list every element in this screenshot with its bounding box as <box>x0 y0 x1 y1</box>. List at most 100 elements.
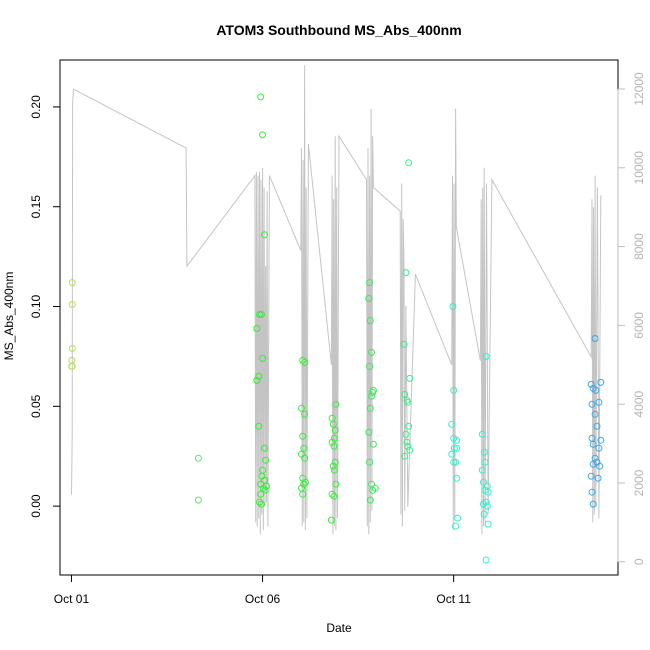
data-point <box>366 404 374 412</box>
data-point <box>366 496 374 504</box>
data-point <box>253 325 261 332</box>
data-point <box>592 386 600 394</box>
x-tick-label: Oct 01 <box>54 592 90 606</box>
data-point <box>365 295 373 302</box>
data-point <box>259 354 267 362</box>
data-point <box>261 444 268 452</box>
data-point <box>366 317 374 324</box>
data-point <box>595 444 603 452</box>
data-point <box>255 372 263 380</box>
data-point <box>259 484 267 492</box>
data-point <box>452 458 460 466</box>
data-point <box>331 426 339 434</box>
data-point <box>194 496 202 504</box>
data-point <box>591 410 599 418</box>
data-point <box>301 454 309 462</box>
data-point <box>68 279 76 287</box>
data-point <box>450 444 458 452</box>
secondary-y-tick-label: 6000 <box>632 312 646 339</box>
chart-title: ATOM3 Southbound MS_Abs_400nm <box>216 22 461 38</box>
data-point <box>368 392 375 400</box>
secondary-y-tick-label: 12000 <box>632 72 646 106</box>
data-point <box>596 462 604 470</box>
data-point <box>299 356 307 364</box>
data-point <box>328 490 336 498</box>
data-point <box>329 462 337 470</box>
data-point <box>588 488 596 496</box>
data-point <box>405 422 413 430</box>
data-point <box>454 514 461 522</box>
secondary-y-tick-label: 0 <box>632 558 646 565</box>
data-point <box>405 159 413 167</box>
data-point <box>301 410 309 418</box>
data-point <box>366 362 374 370</box>
data-point <box>594 474 602 482</box>
data-point <box>403 438 411 446</box>
data-point <box>453 474 461 482</box>
secondary-y-tick-label: 10000 <box>632 151 646 185</box>
data-point <box>404 442 412 450</box>
data-point <box>404 398 412 406</box>
y-axis: 0.00 0.05 0.10 0.15 0.20 <box>29 95 61 518</box>
secondary-y-axis: 0 2000 4000 6000 8000 10000 12000 <box>617 72 646 565</box>
data-point <box>450 386 458 394</box>
data-point <box>588 400 596 408</box>
y-axis-label: MS_Abs_400nm <box>2 272 16 361</box>
data-point <box>448 420 456 428</box>
data-point <box>401 390 409 398</box>
data-point <box>589 460 597 468</box>
data-point <box>482 352 490 360</box>
scatter-points <box>68 93 605 564</box>
data-point <box>301 358 309 366</box>
data-point <box>369 388 377 396</box>
secondary-series-line <box>71 65 602 535</box>
data-point <box>261 476 268 484</box>
data-point <box>452 522 460 530</box>
data-point <box>453 444 461 452</box>
data-point <box>253 376 261 384</box>
data-point <box>299 432 307 440</box>
data-point <box>587 472 595 480</box>
data-point <box>400 340 408 348</box>
data-point <box>365 428 373 436</box>
data-point <box>331 458 339 466</box>
data-point <box>591 335 599 342</box>
y-tick-label: 0.10 <box>29 295 43 319</box>
data-point <box>478 430 486 438</box>
data-point <box>589 440 597 448</box>
y-tick-label: 0.05 <box>29 394 43 418</box>
data-point <box>593 422 601 430</box>
data-point <box>300 444 308 452</box>
data-point <box>589 500 597 508</box>
y-tick-label: 0.20 <box>29 95 43 119</box>
secondary-y-tick-label: 8000 <box>632 233 646 260</box>
x-tick-label: Oct 11 <box>436 592 471 606</box>
data-point <box>480 510 488 518</box>
data-point <box>329 420 337 428</box>
data-point <box>402 269 410 277</box>
data-point <box>482 556 490 564</box>
secondary-series-polyline <box>71 65 602 535</box>
data-point <box>330 466 338 474</box>
data-point <box>255 422 263 430</box>
y-tick-label: 0.00 <box>29 494 43 518</box>
data-point <box>481 458 489 466</box>
data-point <box>480 478 487 486</box>
data-point <box>68 301 76 308</box>
data-point <box>402 430 410 438</box>
data-point <box>257 93 265 101</box>
data-point <box>261 231 268 239</box>
data-point <box>257 500 265 508</box>
data-point <box>449 303 457 310</box>
data-point <box>480 500 487 508</box>
data-point <box>450 458 458 466</box>
data-point <box>300 480 308 488</box>
data-point <box>369 486 377 494</box>
data-point <box>262 456 270 464</box>
data-point <box>480 448 488 456</box>
data-point <box>257 311 265 318</box>
data-point <box>406 374 414 382</box>
data-point <box>366 279 374 287</box>
data-point <box>591 454 599 462</box>
